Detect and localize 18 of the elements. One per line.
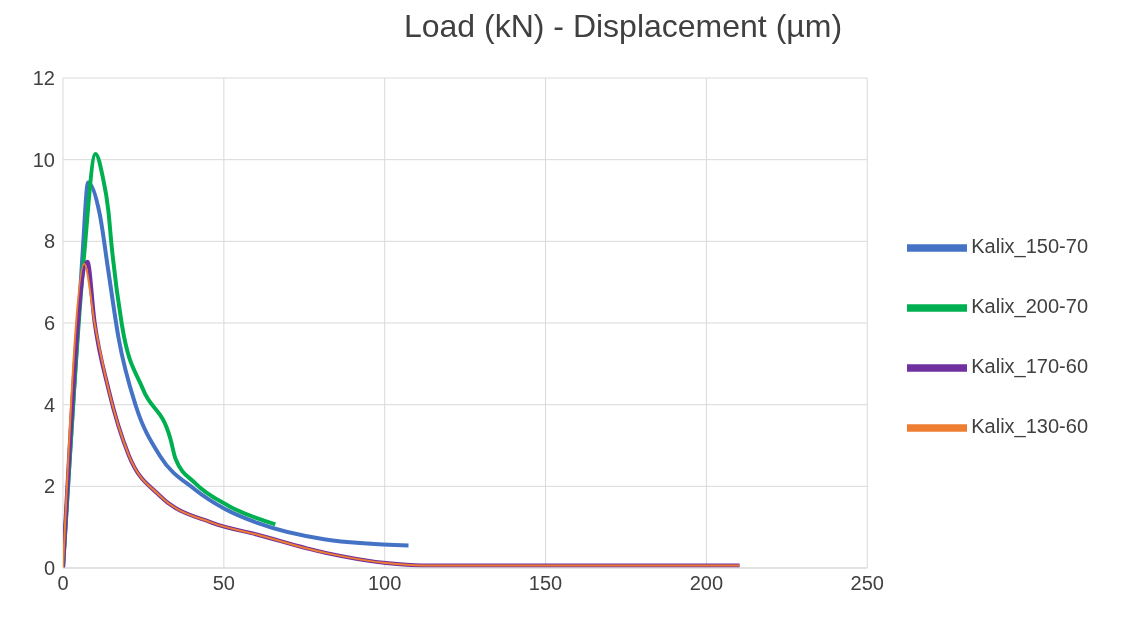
y-tick-label: 12 [32, 67, 55, 90]
legend-label: Kalix_170-60 [971, 355, 1088, 378]
chart-title: Load (kN) - Displacement (µm) [402, 8, 844, 46]
y-tick-label: 2 [43, 475, 55, 498]
y-tick-label: 4 [43, 393, 55, 416]
x-tick-label: 150 [528, 572, 563, 595]
x-tick-label: 200 [689, 572, 724, 595]
y-tick-label: 6 [43, 312, 55, 335]
y-tick-label: 0 [43, 557, 55, 580]
y-tick-label: 10 [32, 148, 55, 171]
y-tick-label: 8 [43, 230, 55, 253]
x-tick-label: 50 [212, 572, 235, 595]
legend-label: Kalix_200-70 [971, 295, 1088, 318]
legend-label: Kalix_130-60 [971, 415, 1088, 438]
x-tick-label: 100 [368, 572, 402, 595]
x-tick-label: 250 [850, 572, 884, 595]
x-tick-label: 0 [57, 572, 69, 595]
legend-label: Kalix_150-70 [971, 235, 1088, 258]
